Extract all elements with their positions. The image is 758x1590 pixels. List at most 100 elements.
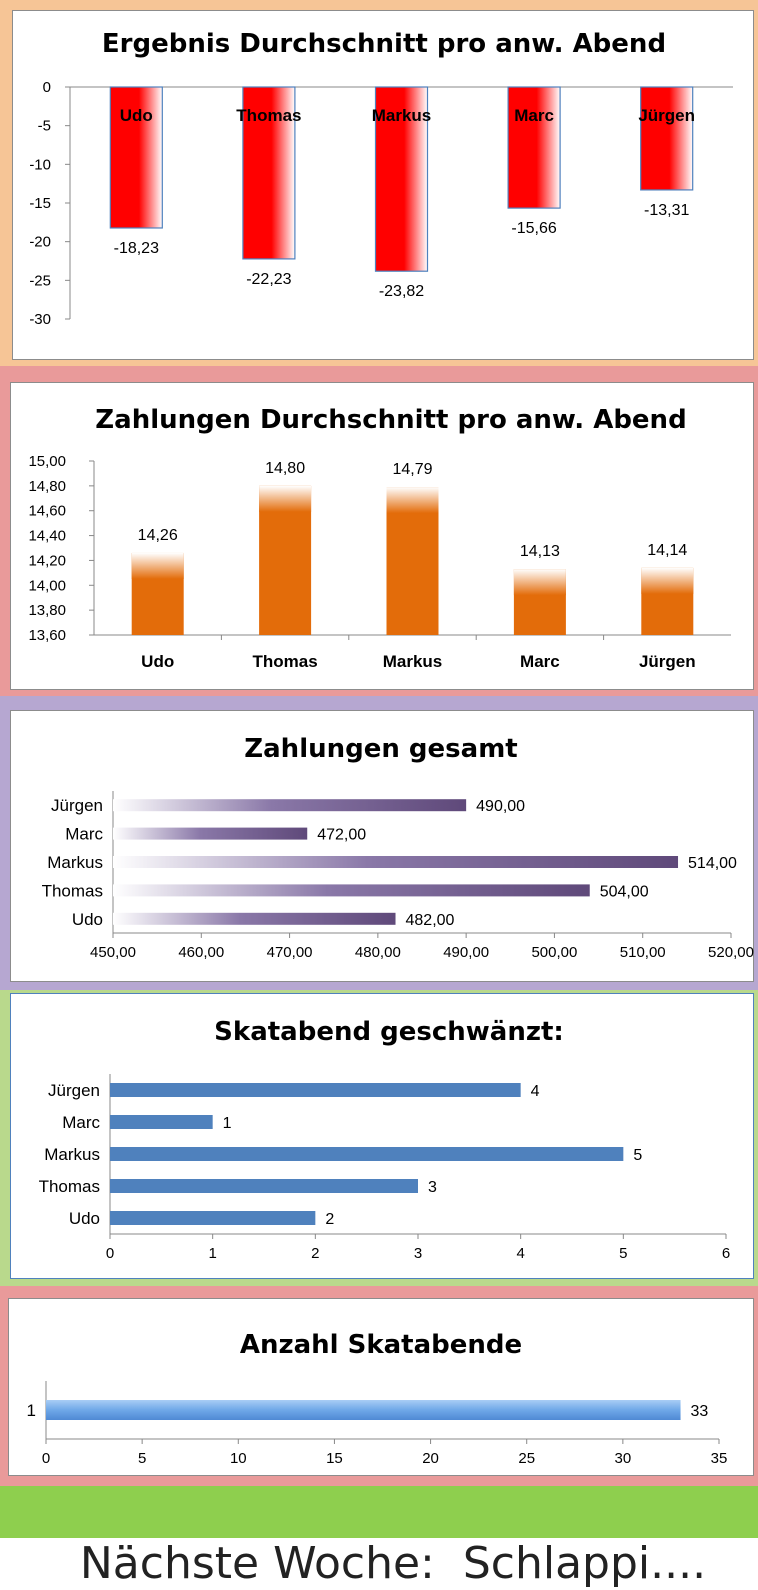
x-tick-label: 10 bbox=[230, 1450, 247, 1467]
y-tick-label: 15,00 bbox=[28, 453, 66, 470]
category-label: Jürgen bbox=[638, 106, 695, 125]
bar bbox=[46, 1400, 681, 1420]
bar bbox=[109, 86, 163, 229]
x-tick-label: 4 bbox=[516, 1245, 524, 1262]
chart-frame-zahlungen-gesamt[interactable]: Zahlungen gesamt 450,00 460,00 470,00 480,00… bbox=[10, 710, 754, 982]
chart-geschwaenzt: Skatabend geschwänzt: 0 1 2 3 4 5 6 Udo 2 Thomas 3 M… bbox=[39, 1017, 731, 1262]
bar bbox=[113, 827, 308, 840]
x-tick-label: 490,00 bbox=[443, 944, 489, 961]
x-tick-label: 450,00 bbox=[90, 944, 136, 961]
bar bbox=[640, 86, 694, 191]
x-tick-label: 480,00 bbox=[355, 944, 401, 961]
bar bbox=[110, 1115, 213, 1129]
category-label: Udo bbox=[72, 910, 103, 929]
y-tick-label: -5 bbox=[38, 118, 51, 135]
data-label: 33 bbox=[691, 1403, 709, 1420]
bar bbox=[507, 86, 561, 209]
data-label: -15,66 bbox=[511, 220, 556, 237]
category-label: Markus bbox=[372, 106, 432, 125]
x-tick-label: 35 bbox=[711, 1450, 728, 1467]
bar-highlight bbox=[259, 485, 312, 512]
y-tick-label: -25 bbox=[29, 272, 51, 289]
category-label: Marc bbox=[62, 1113, 100, 1132]
x-tick-label: 25 bbox=[518, 1450, 535, 1467]
x-tick-label: 30 bbox=[615, 1450, 632, 1467]
y-tick-label: -15 bbox=[29, 195, 51, 212]
bar bbox=[110, 1083, 521, 1097]
bar-highlight bbox=[513, 569, 566, 596]
category-label: Marc bbox=[514, 106, 554, 125]
category-label: Thomas bbox=[39, 1177, 100, 1196]
footer-text: Nächste Woche: Schlappi.... bbox=[79, 1538, 707, 1589]
data-label: 14,80 bbox=[265, 460, 305, 477]
chart-title: Skatabend geschwänzt: bbox=[214, 1017, 564, 1047]
data-label: 14,26 bbox=[138, 527, 178, 544]
chart-frame-anzahl[interactable]: Anzahl Skatabende 0 5 10 15 20 25 30 35 1 33 bbox=[8, 1298, 754, 1476]
bar bbox=[113, 912, 396, 925]
y-tick-label: 14,80 bbox=[28, 478, 66, 495]
data-label: 14,79 bbox=[392, 461, 432, 478]
chart-anzahl: Anzahl Skatabende 0 5 10 15 20 25 30 35 1 33 bbox=[27, 1330, 728, 1467]
x-tick-label: 0 bbox=[106, 1245, 114, 1262]
category-label: Thomas bbox=[236, 106, 301, 125]
category-label: Udo bbox=[120, 106, 153, 125]
chart-zahlungen-gesamt: Zahlungen gesamt 450,00 460,00 470,00 480,00… bbox=[42, 734, 754, 961]
category-label: Thomas bbox=[253, 652, 318, 671]
data-label: -22,23 bbox=[246, 271, 291, 288]
y-tick-label: 14,60 bbox=[28, 503, 66, 520]
bar bbox=[113, 884, 590, 897]
data-label: 3 bbox=[428, 1179, 437, 1196]
data-label: 1 bbox=[223, 1115, 232, 1132]
data-label: -13,31 bbox=[644, 202, 689, 219]
x-tick-label: 3 bbox=[414, 1245, 422, 1262]
chart-frame-zahlungen-durchschnitt[interactable]: Zahlungen Durchschnitt pro anw. Abend 13,… bbox=[10, 382, 754, 690]
x-tick-label: 2 bbox=[311, 1245, 319, 1262]
category-label: Jürgen bbox=[48, 1081, 100, 1100]
category-label: Markus bbox=[383, 652, 443, 671]
y-tick-label: 0 bbox=[43, 79, 51, 96]
bar-highlight bbox=[386, 487, 439, 514]
data-label: 490,00 bbox=[476, 798, 525, 815]
category-label: Markus bbox=[47, 853, 103, 872]
y-tick-label: -30 bbox=[29, 311, 51, 328]
y-tick-label: 13,80 bbox=[28, 602, 66, 619]
y-tick-label: -20 bbox=[29, 234, 51, 251]
bar bbox=[110, 1147, 624, 1161]
category-label: Marc bbox=[520, 652, 560, 671]
y-tick-label: 14,40 bbox=[28, 528, 66, 545]
y-tick-label: 14,20 bbox=[28, 552, 66, 569]
chart-band-ergebnis: Ergebnis Durchschnitt pro anw. Abend 0 -5 -… bbox=[0, 0, 758, 366]
chart-frame-geschwaenzt[interactable]: Skatabend geschwänzt: 0 1 2 3 4 5 6 Udo 2 Thomas 3 M… bbox=[10, 993, 754, 1279]
category-label: Thomas bbox=[42, 881, 103, 900]
chart-title: Zahlungen Durchschnitt pro anw. Abend bbox=[95, 405, 686, 435]
category-label: Marc bbox=[65, 825, 103, 844]
data-label: 514,00 bbox=[688, 855, 737, 872]
x-tick-label: 5 bbox=[138, 1450, 146, 1467]
x-tick-label: 500,00 bbox=[531, 944, 577, 961]
data-label: 14,14 bbox=[647, 542, 687, 559]
bar-highlight bbox=[641, 567, 694, 594]
x-tick-label: 520,00 bbox=[708, 944, 754, 961]
chart-zahlungen-durchschnitt: Zahlungen Durchschnitt pro anw. Abend 13,… bbox=[28, 405, 731, 671]
x-tick-label: 0 bbox=[42, 1450, 50, 1467]
bar-highlight bbox=[131, 552, 184, 579]
category-label: Udo bbox=[141, 652, 174, 671]
x-tick-label: 6 bbox=[722, 1245, 730, 1262]
bar bbox=[242, 86, 296, 260]
data-label: -23,82 bbox=[379, 283, 424, 300]
chart-title: Zahlungen gesamt bbox=[244, 734, 517, 764]
x-tick-label: 510,00 bbox=[620, 944, 666, 961]
data-label: -18,23 bbox=[114, 240, 159, 257]
chart-band-zahlungen-durchschnitt: Zahlungen Durchschnitt pro anw. Abend 13,… bbox=[0, 366, 758, 696]
data-label: 5 bbox=[633, 1147, 642, 1164]
chart-title: Anzahl Skatabende bbox=[240, 1330, 522, 1360]
bar bbox=[110, 1179, 418, 1193]
y-tick-label: 13,60 bbox=[28, 627, 66, 644]
bar bbox=[374, 86, 429, 272]
data-label: 504,00 bbox=[600, 883, 649, 900]
data-label: 14,13 bbox=[520, 543, 560, 560]
chart-frame-ergebnis[interactable]: Ergebnis Durchschnitt pro anw. Abend 0 -5 -… bbox=[12, 10, 754, 360]
data-label: 2 bbox=[325, 1211, 334, 1228]
chart-band-zahlungen-gesamt: Zahlungen gesamt 450,00 460,00 470,00 480,00… bbox=[0, 696, 758, 990]
x-tick-label: 20 bbox=[422, 1450, 439, 1467]
